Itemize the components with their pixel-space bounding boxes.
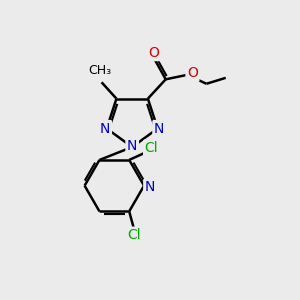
Text: N: N [154, 122, 164, 136]
Text: N: N [145, 180, 155, 194]
Text: O: O [148, 46, 159, 60]
Text: O: O [187, 66, 198, 80]
Text: Cl: Cl [145, 141, 158, 155]
Text: N: N [127, 139, 137, 152]
Text: Cl: Cl [127, 228, 140, 242]
Text: CH₃: CH₃ [88, 64, 112, 77]
Text: N: N [100, 122, 110, 136]
